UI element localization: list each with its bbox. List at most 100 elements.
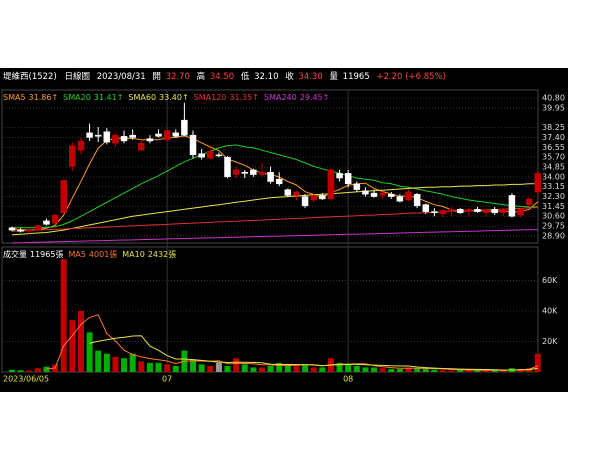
candle-body	[94, 134, 102, 137]
candle-body	[198, 153, 205, 158]
y-tick-label: 40.80	[542, 94, 565, 103]
candle-body	[525, 198, 533, 205]
volume-bar	[345, 364, 352, 372]
volume-bar	[500, 370, 507, 372]
volume-bar	[233, 358, 240, 372]
candle-body	[112, 134, 119, 144]
volume-bar	[422, 368, 429, 372]
x-tick-label: 07	[162, 375, 172, 384]
y-tick-label: 30.60	[542, 212, 565, 221]
period: 日線圖	[64, 71, 90, 82]
high-label: 高	[197, 71, 206, 82]
y-tick-label: 31.45	[542, 202, 565, 211]
candle-body	[396, 196, 404, 202]
candle-body	[120, 136, 128, 142]
header: 堤維西(1522) 日線圖 2023/08/31 開 32.70 高 34.50…	[3, 71, 446, 82]
candle-body	[293, 191, 300, 196]
y-tick-label: 39.95	[542, 103, 565, 112]
volume-bar	[190, 359, 197, 372]
y-tick-label: 29.75	[542, 222, 565, 231]
legend-value: 2432張	[148, 250, 176, 259]
volume-label: 量	[329, 72, 338, 82]
volume-bar	[431, 369, 438, 372]
candle-body	[17, 229, 24, 232]
volume-bar	[121, 358, 128, 372]
candle-body	[491, 209, 498, 214]
legend-value: 11965張	[30, 250, 63, 259]
close: 34.30	[298, 72, 322, 82]
volume-bar	[95, 350, 102, 372]
volume-bar	[172, 365, 179, 372]
volume-bar	[388, 368, 395, 372]
y-tick-label: 36.55	[542, 143, 565, 152]
candle-body	[129, 134, 136, 138]
low: 32.10	[254, 72, 278, 82]
volume-bar	[379, 368, 386, 372]
candle-body	[301, 196, 309, 207]
candle-body	[439, 210, 447, 215]
legend-entry: SMA120 31.35↑	[194, 93, 259, 102]
candle-body	[388, 193, 395, 197]
y-tick-label: 40K	[542, 307, 558, 316]
open: 32.70	[166, 72, 190, 82]
legend-entry: SMA60 33.40↑	[128, 93, 188, 102]
candle-body	[103, 131, 111, 143]
volume-bar	[457, 369, 464, 372]
volume-bar	[448, 370, 455, 372]
legend-name: MA5	[68, 250, 85, 259]
legend-entry: SMA5 31.86↑	[3, 93, 58, 102]
candle-body	[232, 169, 240, 175]
volume-bar	[43, 366, 50, 372]
legend-value: 31.35↑	[229, 93, 259, 102]
volume-bar	[9, 369, 15, 372]
candle-body	[215, 154, 223, 157]
y-tick-label: 32.30	[542, 192, 565, 201]
y-tick-label: 38.25	[542, 123, 565, 132]
legend-name: 成交量	[3, 249, 27, 259]
volume-bar	[474, 370, 481, 372]
candle-body	[310, 195, 317, 201]
candle-body	[336, 173, 343, 179]
candle-body	[327, 169, 335, 200]
ma-line	[46, 314, 538, 371]
candle-body	[508, 195, 516, 217]
volume-bar	[491, 370, 498, 372]
candle-body	[482, 210, 490, 214]
candle-body	[241, 171, 248, 174]
candle-body	[413, 193, 421, 207]
candle-body	[189, 134, 197, 156]
volume-bar	[86, 332, 93, 372]
y-tick-label: 34.85	[542, 163, 565, 172]
volume-bar	[517, 368, 524, 372]
candle-body	[34, 225, 42, 231]
volume-bar	[112, 356, 119, 372]
price-panel	[1, 89, 539, 244]
legend-entry: SMA240 29.45↑	[264, 93, 329, 102]
legend-name: SMA120	[194, 93, 227, 102]
volume-bar	[60, 259, 67, 372]
volume-bar	[276, 362, 283, 372]
candle-body	[362, 190, 369, 195]
candle-body	[250, 169, 257, 175]
volume-bar	[103, 353, 110, 372]
legend-value: 33.40↑	[159, 93, 189, 102]
volume-bar	[534, 353, 541, 372]
candle-body	[267, 171, 274, 182]
candle-body	[275, 178, 283, 185]
legend-value: 4001張	[89, 250, 117, 259]
candle-body	[319, 195, 326, 200]
volume-bar	[293, 365, 300, 372]
y-tick-label: 35.70	[542, 153, 565, 162]
volume-bar	[362, 367, 369, 372]
candle-body	[77, 140, 85, 151]
stock-name: 堤維西(1522)	[3, 71, 57, 82]
volume-bar	[138, 361, 145, 372]
ma-line	[11, 229, 538, 244]
candle-body	[353, 183, 361, 190]
ma-line	[89, 335, 538, 371]
background	[0, 68, 568, 392]
volume-bar	[267, 365, 274, 372]
candle-body	[534, 173, 542, 193]
volume-bar	[129, 353, 136, 372]
